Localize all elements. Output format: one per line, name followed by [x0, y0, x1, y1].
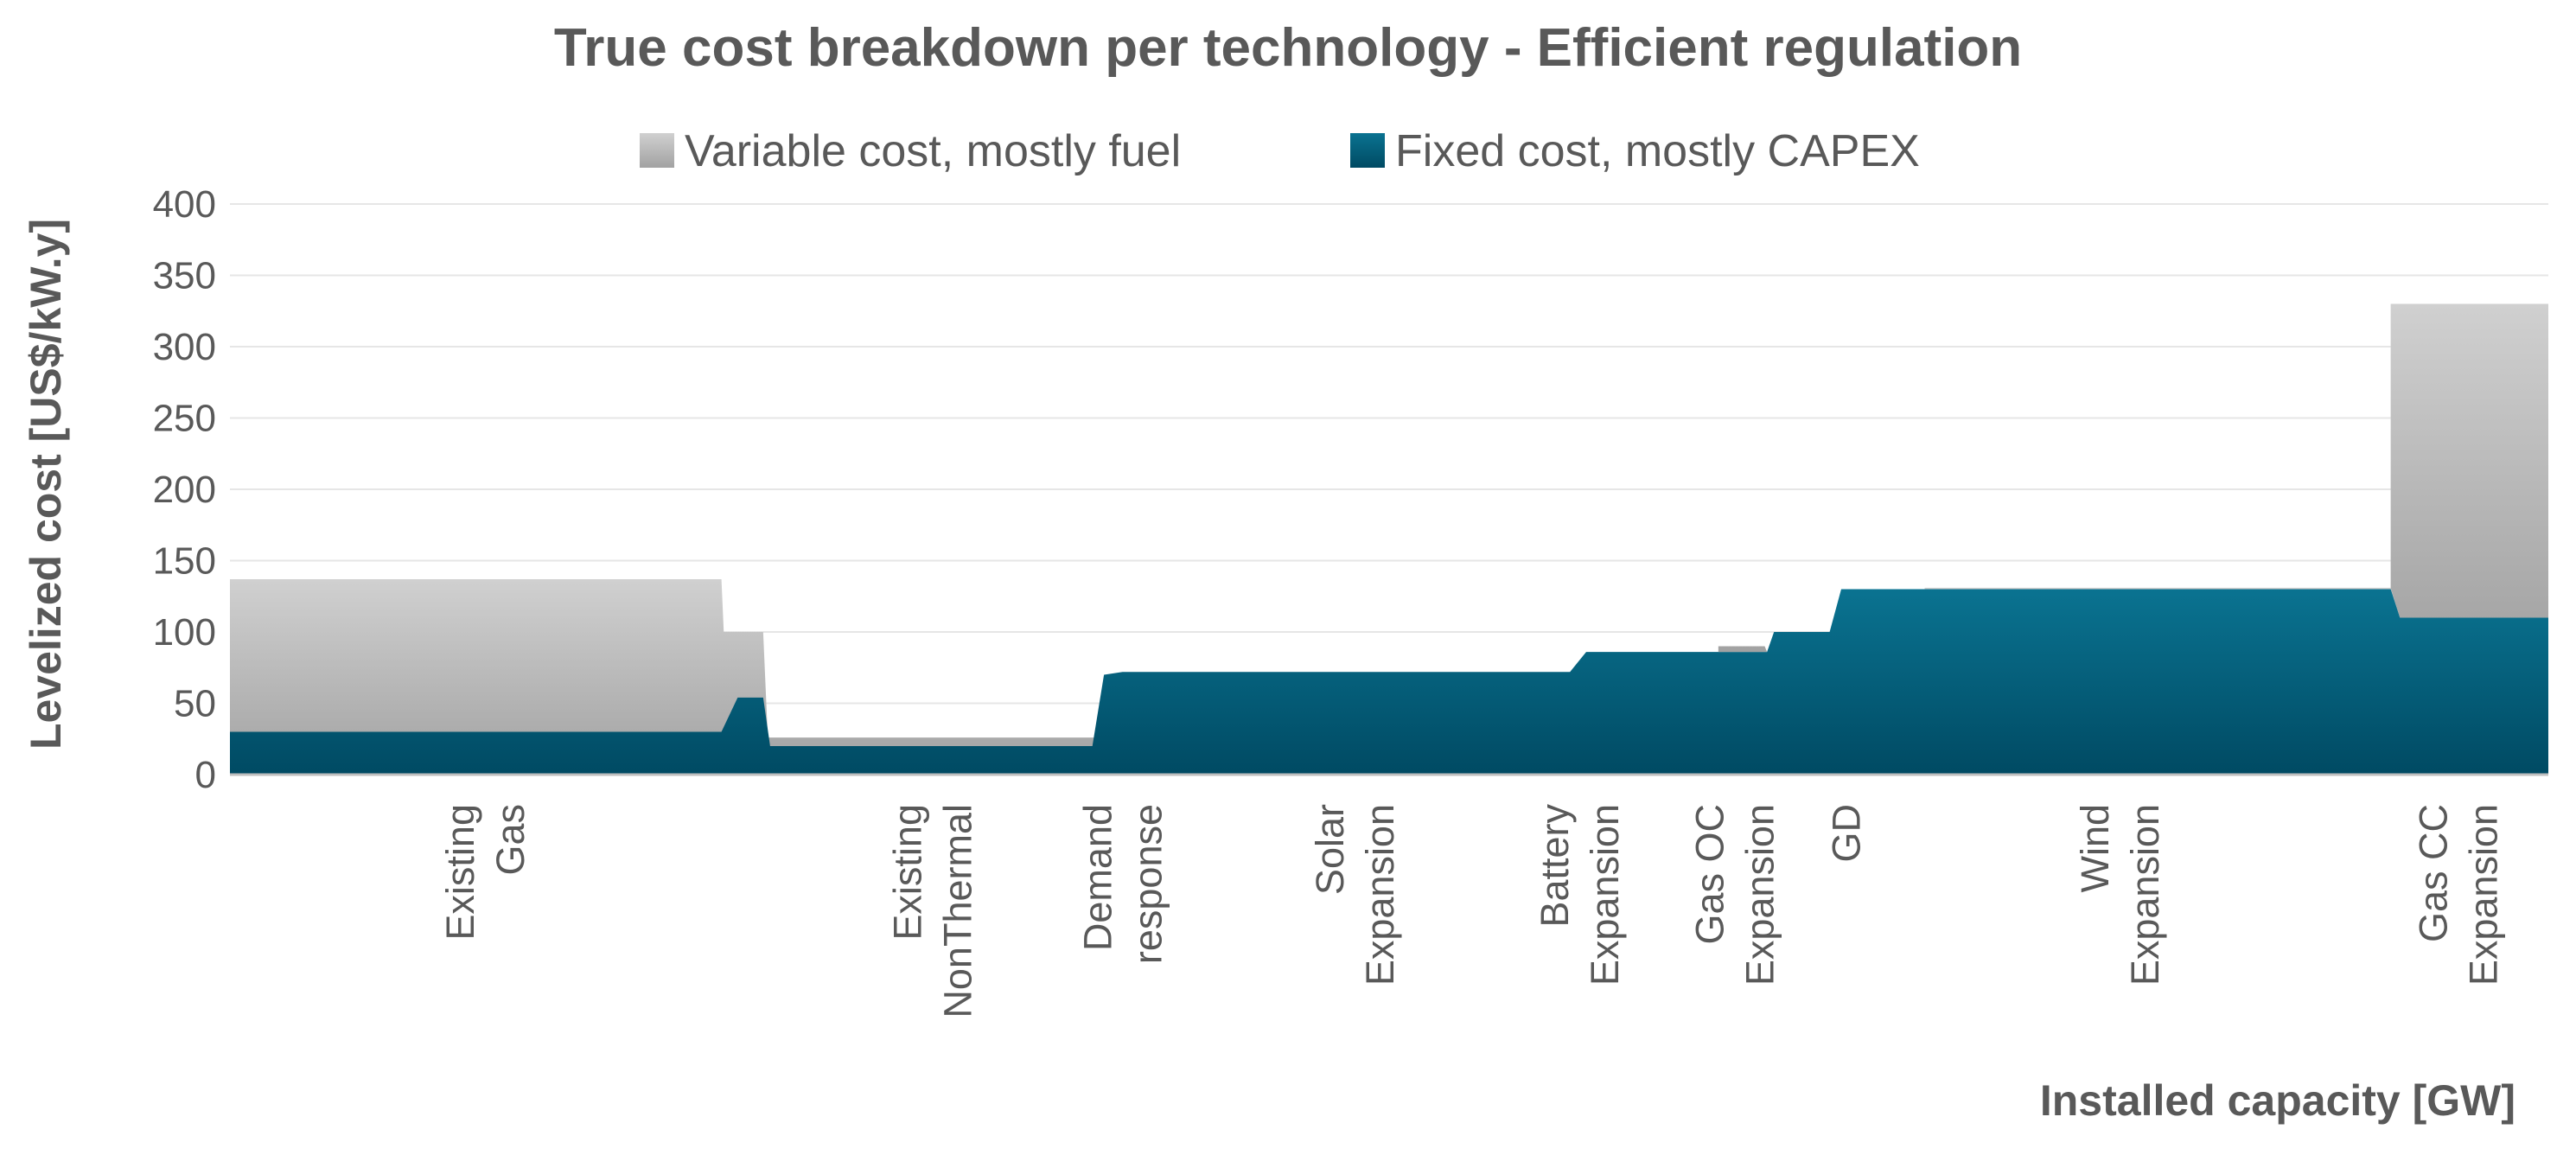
legend: Variable cost, mostly fuel Fixed cost, m…	[640, 126, 1920, 176]
x-category-label-line: Battery	[1533, 804, 1577, 928]
x-category-label-line: response	[1126, 804, 1170, 964]
legend-label-variable: Variable cost, mostly fuel	[685, 126, 1181, 176]
area-fixed-cost	[230, 589, 2548, 775]
x-category-label-line: NonThermal	[936, 804, 980, 1018]
chart-title: True cost breakdown per technology - Eff…	[554, 18, 2022, 78]
x-category-label-line: Expansion	[1583, 804, 1627, 986]
y-tick-label-300: 300	[153, 326, 216, 368]
x-category-label-line: Wind	[2073, 804, 2117, 893]
y-tick-label-50: 50	[174, 683, 216, 725]
y-tick-label-150: 150	[153, 540, 216, 583]
y-axis-ticks: 0 50 100 150 200 250 300 350 400	[153, 183, 216, 796]
x-category-label: Gas OC Expansion	[1688, 804, 1782, 986]
y-axis-title: Levelized cost [US$/kW.y]	[22, 219, 70, 750]
x-category-label-line: GD	[1824, 804, 1868, 863]
x-category-label: Wind Expansion	[2073, 804, 2167, 986]
x-category-label: Existing NonThermal	[886, 804, 980, 1018]
x-category-label-line: Existing	[886, 804, 930, 941]
legend-swatch-variable	[640, 133, 674, 168]
x-category-label-line: Gas	[488, 804, 532, 876]
x-category-label: Demand response	[1076, 804, 1170, 964]
x-category-label: Existing Gas	[438, 804, 532, 941]
x-category-label: Gas CC Expansion	[2411, 804, 2505, 986]
x-category-label-line: Gas OC	[1688, 804, 1732, 945]
plot-areas	[230, 303, 2548, 775]
x-category-label-line: Expansion	[1358, 804, 1402, 986]
y-tick-label-400: 400	[153, 183, 216, 226]
x-category-label-line: Expansion	[2461, 804, 2505, 986]
y-tick-label-0: 0	[195, 754, 216, 796]
legend-swatch-fixed	[1350, 133, 1385, 168]
x-category-label: GD	[1824, 804, 1868, 863]
y-tick-label-200: 200	[153, 469, 216, 511]
x-category-label-line: Gas CC	[2411, 804, 2455, 942]
x-category-label-line: Demand	[1076, 804, 1120, 951]
x-category-label: Battery Expansion	[1533, 804, 1627, 986]
x-category-label-line: Expansion	[2123, 804, 2167, 986]
x-axis-title: Installed capacity [GW]	[2040, 1076, 2515, 1125]
x-category-labels: Existing Gas Existing NonThermal Demand respo…	[438, 804, 2505, 1018]
area-variable-cost-top	[1718, 303, 2548, 653]
y-tick-label-350: 350	[153, 255, 216, 297]
x-category-label-line: Solar	[1308, 804, 1352, 895]
x-category-label: Solar Expansion	[1308, 804, 1402, 986]
legend-label-fixed: Fixed cost, mostly CAPEX	[1395, 126, 1920, 176]
y-tick-label-250: 250	[153, 398, 216, 440]
y-tick-label-100: 100	[153, 611, 216, 654]
x-category-label-line: Existing	[438, 804, 482, 941]
x-category-label-line: Expansion	[1738, 804, 1782, 986]
